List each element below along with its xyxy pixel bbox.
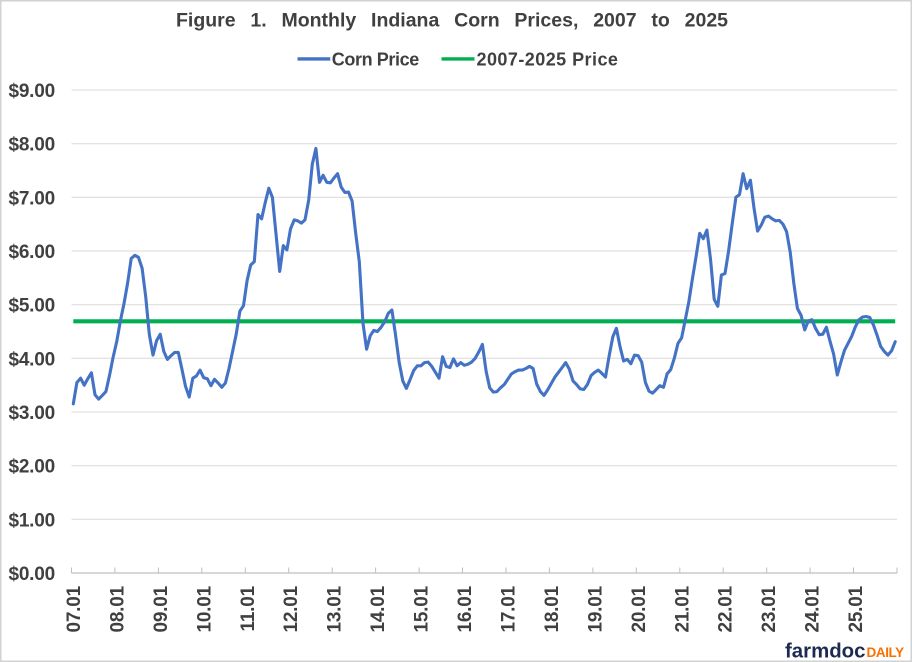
svg-text:DAILY: DAILY <box>867 645 905 660</box>
svg-text:12.01: 12.01 <box>281 585 302 632</box>
svg-text:10.01: 10.01 <box>194 585 215 632</box>
svg-text:08.01: 08.01 <box>107 585 128 632</box>
svg-text:14.01: 14.01 <box>368 585 389 632</box>
svg-text:07.01: 07.01 <box>64 585 85 632</box>
svg-text:$5.00: $5.00 <box>8 296 55 317</box>
svg-text:$8.00: $8.00 <box>8 135 55 156</box>
svg-text:23.01: 23.01 <box>759 585 780 632</box>
svg-text:13.01: 13.01 <box>325 585 346 632</box>
svg-text:16.01: 16.01 <box>455 585 476 632</box>
svg-text:$9.00: $9.00 <box>8 81 55 102</box>
svg-text:20.01: 20.01 <box>629 585 650 632</box>
svg-text:24.01: 24.01 <box>803 585 824 632</box>
svg-text:$3.00: $3.00 <box>8 403 55 424</box>
svg-text:18.01: 18.01 <box>542 585 563 632</box>
svg-text:11.01: 11.01 <box>238 585 259 631</box>
svg-text:$7.00: $7.00 <box>8 188 55 209</box>
svg-text:$0.00: $0.00 <box>8 564 55 585</box>
svg-text:09.01: 09.01 <box>151 585 172 632</box>
svg-text:21.01: 21.01 <box>672 585 693 632</box>
svg-text:19.01: 19.01 <box>585 585 606 632</box>
svg-text:17.01: 17.01 <box>499 585 520 632</box>
svg-text:Figure 1. Monthly Indiana Corn: Figure 1. Monthly Indiana Corn Prices, 2… <box>176 10 728 32</box>
svg-text:$6.00: $6.00 <box>8 242 55 263</box>
svg-text:2007-2025 Price: 2007-2025 Price <box>477 49 619 69</box>
svg-text:farmdoc: farmdoc <box>785 640 865 662</box>
svg-text:15.01: 15.01 <box>412 585 433 632</box>
svg-text:$4.00: $4.00 <box>8 349 55 370</box>
svg-text:22.01: 22.01 <box>716 585 737 632</box>
svg-text:$2.00: $2.00 <box>8 457 55 478</box>
svg-text:25.01: 25.01 <box>846 585 867 632</box>
svg-text:Corn Price: Corn Price <box>332 49 419 69</box>
svg-text:$1.00: $1.00 <box>8 510 55 531</box>
